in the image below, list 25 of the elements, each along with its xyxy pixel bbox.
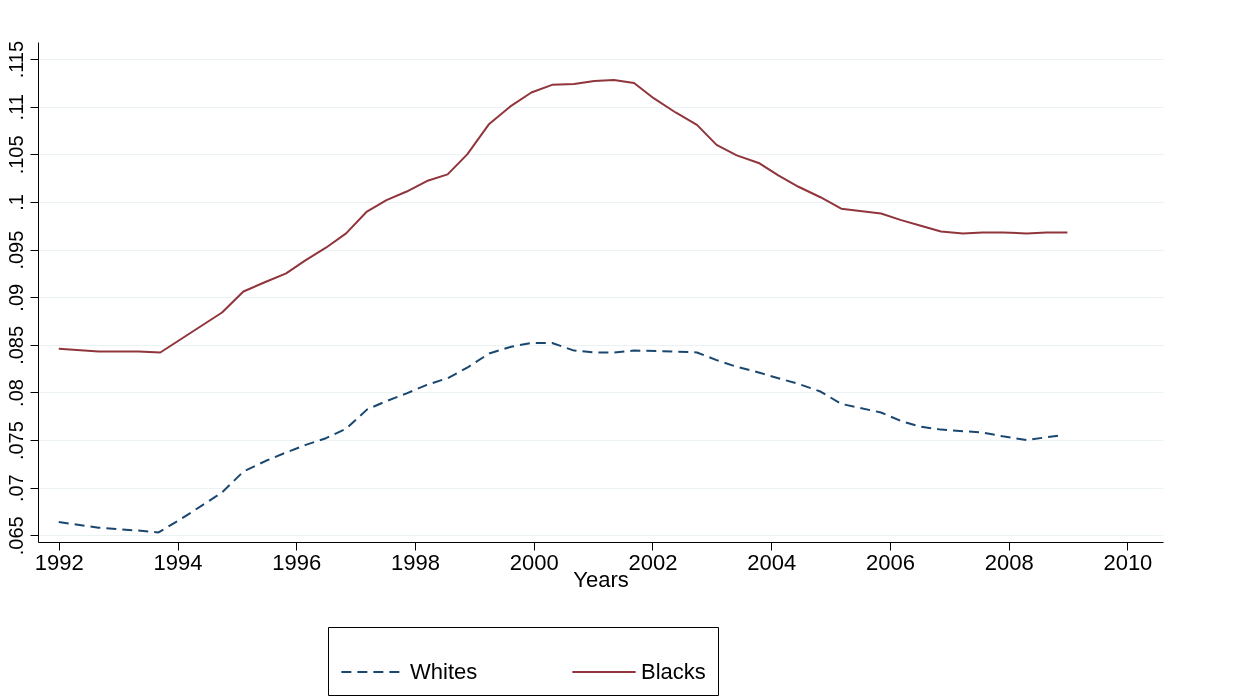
x-tick-label: 1998 bbox=[391, 549, 440, 575]
x-tick-label: 1992 bbox=[34, 549, 84, 575]
x-tick-label: 2008 bbox=[984, 549, 1034, 575]
y-tick-label: .1 bbox=[4, 194, 27, 211]
y-tick-label: .105 bbox=[4, 135, 27, 175]
y-tick-label: .09 bbox=[4, 283, 27, 312]
y-tick-label: .115 bbox=[4, 40, 27, 79]
y-tick-label: .07 bbox=[4, 474, 27, 503]
line-series bbox=[57, 79, 1069, 354]
x-tick-label: 1994 bbox=[153, 549, 203, 575]
x-tick-label: 2004 bbox=[747, 549, 797, 575]
y-tick-label: .075 bbox=[4, 421, 27, 461]
x-tick-label: 2000 bbox=[509, 549, 559, 575]
x-axis-title: Years bbox=[573, 566, 629, 592]
x-tick-label: 2010 bbox=[1103, 549, 1153, 575]
y-tick-label: .11 bbox=[4, 94, 27, 121]
legend-label: Whites bbox=[410, 659, 478, 684]
y-tick-label: .08 bbox=[4, 379, 27, 407]
y-tick-label: .085 bbox=[4, 325, 27, 365]
x-tick-label: 2002 bbox=[628, 549, 678, 575]
x-tick-label: 2006 bbox=[865, 549, 915, 575]
y-tick-label: .095 bbox=[4, 230, 27, 270]
x-tick-label: 1996 bbox=[272, 549, 322, 575]
legend-label: Blacks bbox=[641, 659, 706, 684]
y-tick-label: .065 bbox=[4, 516, 27, 556]
